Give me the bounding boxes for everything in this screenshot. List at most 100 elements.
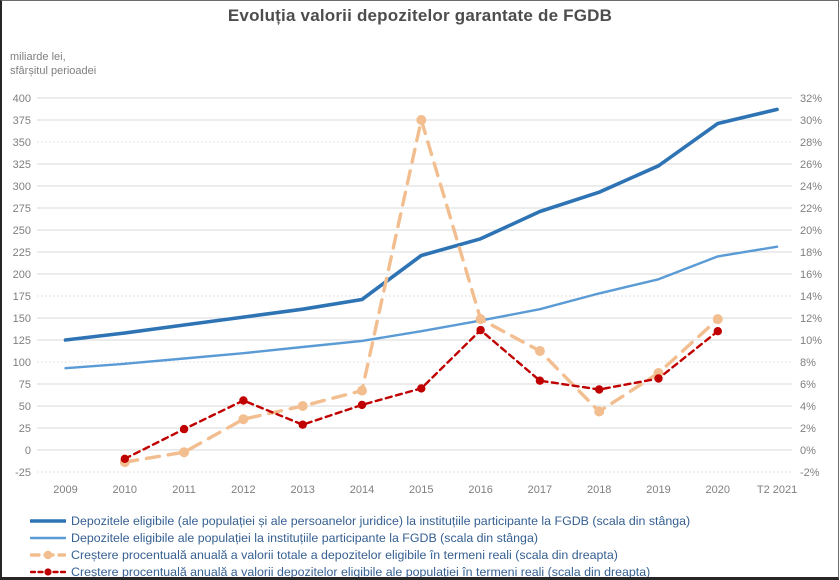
legend-item-label: Creștere procentuală anuală a valorii de… — [71, 564, 651, 579]
series-population-growth-real-point — [595, 385, 604, 394]
x-axis-labels: 2009 2010 2011 2012 2013 2014 2015 2016 2017 2018… — [53, 484, 797, 496]
series-population-growth-real-point — [713, 327, 722, 336]
y-axis-left-tick: 375 — [13, 115, 31, 127]
legend-line-sample — [30, 550, 66, 559]
y-axis-right-tick: 20% — [800, 225, 822, 237]
series-total-growth-real-point — [179, 447, 190, 458]
y-axis-right-tick: 10% — [800, 335, 822, 347]
legend: Depozitele eligibile (ale populației și … — [30, 512, 830, 579]
y-axis-right-tick: 24% — [800, 181, 822, 193]
y-axis-left-tick: 325 — [13, 159, 31, 171]
y-axis-left-tick: 275 — [13, 203, 31, 215]
chart-title: Evoluția valorii depozitelor garantate d… — [227, 6, 613, 25]
x-axis-tick: 2016 — [468, 484, 492, 496]
series-total-eligible-deposits — [63, 107, 779, 342]
legend-item-label: Creștere procentuală anuală a valorii to… — [71, 547, 618, 562]
series-total-growth-real-point — [357, 385, 367, 396]
series-total-growth-real-point — [594, 406, 605, 417]
series-total-growth-real-point — [712, 314, 723, 325]
series-total-growth-real-line — [123, 118, 720, 464]
legend-item: Creștere procentuală anuală a valorii de… — [30, 563, 830, 579]
x-axis-tick: 2018 — [587, 484, 611, 496]
series-population-eligible-deposits-line — [64, 245, 779, 370]
x-axis-tick: 2017 — [528, 484, 552, 496]
y-axis-right-tick: -2% — [800, 467, 820, 479]
series-population-growth-real — [120, 325, 722, 463]
series-population-growth-real-point — [476, 325, 485, 335]
legend-line-sample — [30, 567, 66, 576]
y-axis-left-tick: 225 — [13, 247, 31, 259]
y-axis-right-tick: 32% — [800, 93, 822, 105]
axis-note-line2: sfârșitul perioadei — [10, 65, 97, 77]
y-axis-left-tick: 100 — [13, 357, 31, 369]
series-total-eligible-deposits-line — [63, 107, 779, 342]
gridlines — [37, 97, 792, 473]
y-axis-left-tick: 300 — [13, 181, 31, 193]
legend-item: Depozitele eligibile ale populației la i… — [30, 529, 830, 546]
series-population-growth-real-point — [357, 400, 367, 410]
series-total-growth-real-point — [297, 401, 308, 411]
series-total-growth-real-point — [238, 414, 249, 425]
legend-item-label: Depozitele eligibile (ale populației și … — [71, 513, 691, 528]
series-total-growth-real-point — [534, 346, 545, 356]
x-axis-tick: 2015 — [409, 484, 433, 496]
series-population-growth-real-point — [120, 454, 129, 463]
y-axis-right-tick: 0% — [800, 445, 816, 457]
series-population-growth-real-point — [239, 396, 248, 405]
y-axis-right-tick: 14% — [800, 291, 822, 303]
y-axis-right-labels: 32% 30% 28% 26% 24% 22% 20% 18% 16% 14% 12% 10% 8% 6%… — [800, 93, 822, 479]
y-axis-left-tick: 350 — [13, 137, 31, 149]
y-axis-left-tick: 150 — [13, 313, 31, 325]
axis-note-line1: miliarde lei, — [10, 51, 66, 63]
left-axis-unit-note: miliarde lei, sfârșitul perioadei — [10, 50, 96, 78]
series-total-growth-real-point — [416, 115, 427, 125]
x-axis-tick: 2019 — [646, 484, 670, 496]
series-population-growth-real-point — [417, 384, 426, 393]
y-axis-right-tick: 6% — [800, 379, 816, 391]
y-axis-right-tick: 16% — [800, 269, 822, 281]
series-population-growth-real-line — [123, 328, 719, 460]
y-axis-right-tick: 30% — [800, 115, 822, 127]
legend-item-label: Depozitele eligibile ale populației la i… — [71, 530, 538, 545]
legend-line-sample — [30, 536, 66, 539]
legend-item: Depozitele eligibile (ale populației și … — [30, 512, 830, 529]
x-axis-tick: 2012 — [231, 484, 255, 496]
legend-line-sample — [30, 518, 66, 523]
y-axis-left-labels: 4003753503253002752502252001751501251007… — [13, 93, 31, 479]
y-axis-left-tick: 400 — [13, 93, 31, 105]
y-axis-left-tick: -25 — [15, 467, 31, 479]
y-axis-right-tick: 12% — [800, 313, 822, 325]
series-total-growth-real-point — [475, 314, 486, 325]
y-axis-right-tick: 4% — [800, 401, 816, 413]
y-axis-left-tick: 250 — [13, 225, 31, 237]
x-axis-tick: 2010 — [113, 484, 137, 496]
x-axis-tick: 2013 — [290, 484, 314, 496]
y-axis-right-tick: 8% — [800, 357, 816, 369]
x-axis-tick: 2009 — [53, 484, 77, 496]
y-axis-right-tick: 18% — [800, 247, 822, 259]
series-population-growth-real-point — [535, 376, 545, 385]
series-population-growth-real-point — [654, 374, 663, 383]
y-axis-left-tick: 175 — [13, 291, 31, 303]
y-axis-left-tick: 125 — [13, 335, 31, 347]
series-total-growth-real — [119, 115, 723, 468]
y-axis-right-tick: 28% — [800, 137, 822, 149]
y-axis-right-tick: 26% — [800, 159, 822, 171]
x-axis-tick: 2014 — [350, 484, 374, 496]
y-axis-right-tick: 2% — [800, 423, 816, 435]
x-axis-tick: 2011 — [172, 484, 196, 496]
y-axis-left-tick: 75 — [19, 379, 31, 391]
series-population-growth-real-point — [179, 424, 189, 434]
x-axis-tick: T2 2021 — [757, 484, 797, 496]
y-axis-left-tick: 200 — [13, 269, 31, 281]
series-population-eligible-deposits — [64, 245, 779, 370]
y-axis-right-tick: 22% — [800, 203, 822, 215]
y-axis-left-tick: 50 — [19, 401, 31, 413]
y-axis-left-tick: 25 — [19, 423, 31, 435]
y-axis-left-tick: 0 — [25, 445, 31, 457]
legend-item: Creștere procentuală anuală a valorii to… — [30, 546, 830, 563]
x-axis-tick: 2020 — [706, 484, 730, 496]
series-population-growth-real-point — [298, 420, 307, 429]
